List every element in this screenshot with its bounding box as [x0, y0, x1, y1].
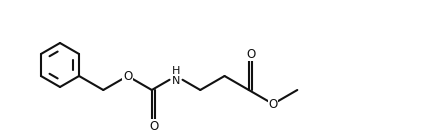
Text: O: O	[269, 97, 277, 111]
Text: O: O	[246, 47, 255, 61]
Text: H
N: H N	[172, 66, 180, 86]
Text: O: O	[149, 119, 158, 132]
Text: O: O	[123, 70, 132, 82]
